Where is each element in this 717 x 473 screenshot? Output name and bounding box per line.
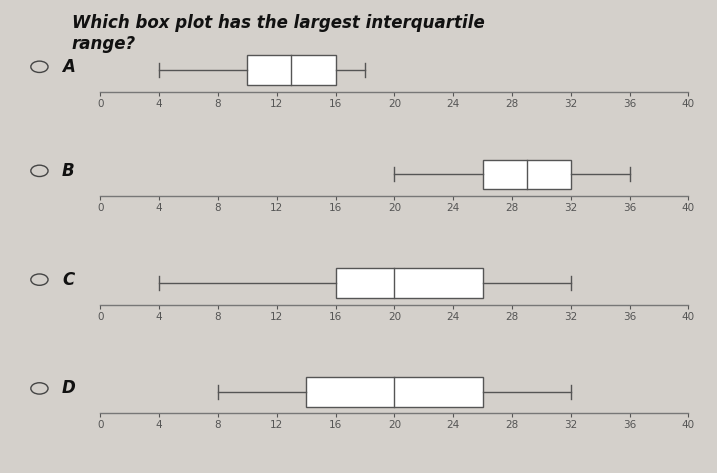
Text: B: B (62, 162, 75, 180)
Text: C: C (62, 271, 75, 289)
Bar (247, 55, 336, 85)
Text: A: A (62, 58, 75, 76)
Text: D: D (61, 379, 75, 397)
Bar (306, 377, 483, 407)
Bar (336, 268, 483, 298)
Text: Which box plot has the largest interquartile
range?: Which box plot has the largest interquar… (72, 14, 485, 53)
Bar (483, 159, 571, 189)
